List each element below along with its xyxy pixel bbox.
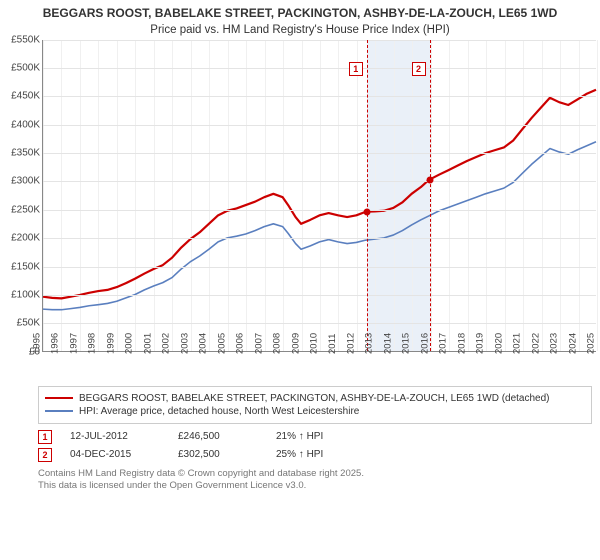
gridline-h [43, 295, 596, 296]
legend-row: HPI: Average price, detached house, Nort… [45, 406, 585, 417]
x-tick-label: 2001 [142, 332, 153, 353]
line-series-svg [43, 40, 596, 351]
x-tick-label: 1996 [50, 332, 61, 353]
y-tick-label: £550K [11, 34, 40, 45]
y-axis: £0£50K£100K£150K£200K£250K£300K£350K£400… [4, 40, 42, 352]
chart-title-line1: BEGGARS ROOST, BABELAKE STREET, PACKINGT… [4, 6, 596, 22]
x-tick-label: 2003 [179, 332, 190, 353]
legend: BEGGARS ROOST, BABELAKE STREET, PACKINGT… [38, 386, 592, 424]
x-tick-label: 2009 [290, 332, 301, 353]
x-tick-label: 2007 [253, 332, 264, 353]
gridline-h [43, 181, 596, 182]
y-tick-label: £350K [11, 148, 40, 159]
gridline-h [43, 267, 596, 268]
x-tick-label: 1997 [68, 332, 79, 353]
x-tick-label: 2002 [161, 332, 172, 353]
x-tick-label: 2000 [124, 332, 135, 353]
chart-container: BEGGARS ROOST, BABELAKE STREET, PACKINGT… [0, 0, 600, 498]
x-tick-label: 2006 [235, 332, 246, 353]
x-tick-label: 2024 [567, 332, 578, 353]
sale-marker-box: 1 [349, 62, 363, 76]
gridline-h [43, 323, 596, 324]
chart-title-line2: Price paid vs. HM Land Registry's House … [4, 24, 596, 36]
legend-row: BEGGARS ROOST, BABELAKE STREET, PACKINGT… [45, 393, 585, 404]
y-tick-label: £150K [11, 261, 40, 272]
y-tick-label: £200K [11, 233, 40, 244]
x-tick-label: 1998 [87, 332, 98, 353]
gridline-h [43, 238, 596, 239]
x-tick-label: 1999 [105, 332, 116, 353]
x-axis: 1995199619971998199920002001200220032004… [42, 352, 596, 380]
sale-date: 04-DEC-2015 [70, 449, 160, 460]
legend-label: HPI: Average price, detached house, Nort… [79, 406, 359, 417]
x-tick-label: 2020 [493, 332, 504, 353]
y-tick-label: £500K [11, 62, 40, 73]
x-tick-label: 2008 [271, 332, 282, 353]
x-tick-label: 2004 [198, 332, 209, 353]
x-tick-label: 2023 [548, 332, 559, 353]
y-tick-label: £50K [17, 318, 40, 329]
sale-price: £302,500 [178, 449, 258, 460]
y-tick-label: £450K [11, 91, 40, 102]
sale-vline [430, 40, 431, 351]
legend-swatch [45, 410, 73, 412]
x-tick-label: 2016 [419, 332, 430, 353]
legend-swatch [45, 397, 73, 399]
x-tick-label: 2015 [401, 332, 412, 353]
sale-date: 12-JUL-2012 [70, 431, 160, 442]
x-tick-label: 2012 [345, 332, 356, 353]
series-hpi [43, 141, 596, 309]
y-tick-label: £250K [11, 204, 40, 215]
sale-point [363, 208, 370, 215]
plot-grid: 12 [42, 40, 596, 352]
gridline-h [43, 68, 596, 69]
sale-point [426, 176, 433, 183]
plot-area: £0£50K£100K£150K£200K£250K£300K£350K£400… [4, 40, 596, 380]
x-tick-label: 2021 [512, 332, 523, 353]
gridline-h [43, 210, 596, 211]
sale-pct-vs-hpi: 25% ↑ HPI [276, 449, 366, 460]
x-tick-label: 2018 [456, 332, 467, 353]
x-tick-label: 2010 [308, 332, 319, 353]
x-tick-label: 2019 [475, 332, 486, 353]
sale-pct-vs-hpi: 21% ↑ HPI [276, 431, 366, 442]
footer-line2: This data is licensed under the Open Gov… [38, 480, 592, 492]
sale-index-box: 2 [38, 448, 52, 462]
table-row: 1 12-JUL-2012 £246,500 21% ↑ HPI [38, 430, 592, 444]
sale-marker-box: 2 [412, 62, 426, 76]
y-tick-label: £100K [11, 289, 40, 300]
gridline-h [43, 125, 596, 126]
sales-table: 1 12-JUL-2012 £246,500 21% ↑ HPI 2 04-DEC-201… [38, 430, 592, 462]
x-tick-label: 2005 [216, 332, 227, 353]
x-tick-label: 1995 [31, 332, 42, 353]
gridline-h [43, 40, 596, 41]
x-tick-label: 2017 [438, 332, 449, 353]
x-tick-label: 2025 [585, 332, 596, 353]
footer-line1: Contains HM Land Registry data © Crown c… [38, 468, 592, 480]
x-tick-label: 2011 [327, 333, 338, 353]
gridline-h [43, 153, 596, 154]
gridline-v [597, 40, 598, 351]
table-row: 2 04-DEC-2015 £302,500 25% ↑ HPI [38, 448, 592, 462]
gridline-h [43, 96, 596, 97]
x-tick-label: 2014 [382, 332, 393, 353]
legend-label: BEGGARS ROOST, BABELAKE STREET, PACKINGT… [79, 393, 550, 404]
y-tick-label: £300K [11, 176, 40, 187]
footer-attribution: Contains HM Land Registry data © Crown c… [38, 468, 592, 493]
x-tick-label: 2022 [530, 332, 541, 353]
y-tick-label: £400K [11, 119, 40, 130]
sale-vline [367, 40, 368, 351]
x-tick-label: 2013 [364, 332, 375, 353]
sale-price: £246,500 [178, 431, 258, 442]
sale-index-box: 1 [38, 430, 52, 444]
